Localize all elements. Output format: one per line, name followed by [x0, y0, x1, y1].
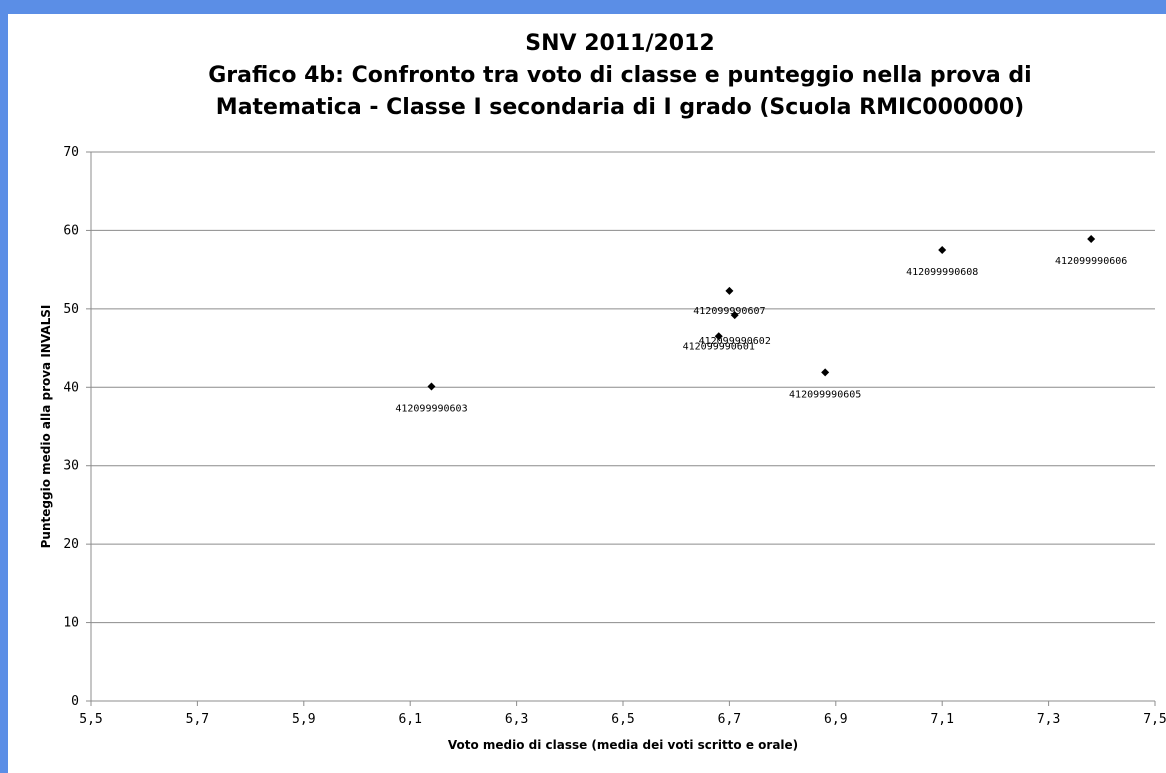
y-tick-label: 60	[63, 223, 79, 238]
data-point-label: 412099990605	[789, 389, 861, 400]
x-tick-label: 7,5	[1143, 712, 1166, 727]
y-tick-label: 50	[63, 302, 79, 317]
x-tick-label: 5,7	[186, 712, 209, 727]
x-axis-title: Voto medio di classe (media dei voti scr…	[448, 738, 798, 752]
data-point-marker	[821, 368, 830, 377]
data-point-label: 412099990608	[906, 267, 978, 278]
data-point-label: 412099990603	[395, 404, 467, 415]
x-tick-label: 5,5	[79, 712, 102, 727]
x-tick-label: 6,3	[505, 712, 528, 727]
x-tick-label: 7,1	[930, 712, 953, 727]
data-point-marker	[427, 382, 436, 391]
data-point-marker	[725, 286, 734, 295]
data-point-label: 412099990606	[1055, 256, 1127, 267]
data-point-label: 412099990601	[683, 341, 755, 352]
frame-top-border	[0, 0, 1166, 14]
y-tick-label: 0	[71, 694, 79, 709]
chart-title-line-1: SNV 2011/2012	[525, 31, 715, 56]
data-point-marker	[714, 332, 723, 341]
data-point-label: 412099990607	[693, 306, 765, 317]
data-point-marker	[730, 311, 739, 320]
tick-labels-layer: 0 10 20 30 40 50 60 70 5,5 5,7 5,9 6,1 6,3 6,5 6,7 6,9 7…	[63, 145, 1166, 727]
grid-layer	[91, 151, 1155, 624]
x-tick-label: 6,1	[398, 712, 421, 727]
chart-title: SNV 2011/2012 Grafico 4b: Confronto tra …	[120, 28, 1120, 124]
x-tick-label: 5,9	[292, 712, 315, 727]
x-tick-label: 6,7	[718, 712, 741, 727]
axis-layer	[86, 151, 1156, 706]
x-tick-label: 6,5	[611, 712, 634, 727]
chart-title-line-2: Grafico 4b: Confronto tra voto di classe…	[208, 63, 1032, 88]
frame-left-border	[0, 0, 8, 773]
data-point-marker	[938, 246, 947, 255]
y-axis-title: Punteggio medio alla prova INVALSI	[39, 305, 53, 549]
point-labels-layer: 412099990603 412099990601 412099990607 4120…	[395, 256, 1127, 414]
points-layer	[427, 235, 1096, 391]
y-tick-label: 10	[63, 616, 79, 631]
y-tick-label: 20	[63, 537, 79, 552]
x-tick-label: 6,9	[824, 712, 847, 727]
chart-title-line-3: Matematica - Classe I secondaria di I gr…	[215, 95, 1025, 120]
data-point-label: 412099990602	[699, 336, 771, 347]
y-tick-label: 40	[63, 380, 79, 395]
y-tick-label: 70	[63, 145, 79, 160]
y-tick-label: 30	[63, 459, 79, 474]
x-tick-label: 7,3	[1037, 712, 1060, 727]
data-point-marker	[1087, 235, 1096, 244]
